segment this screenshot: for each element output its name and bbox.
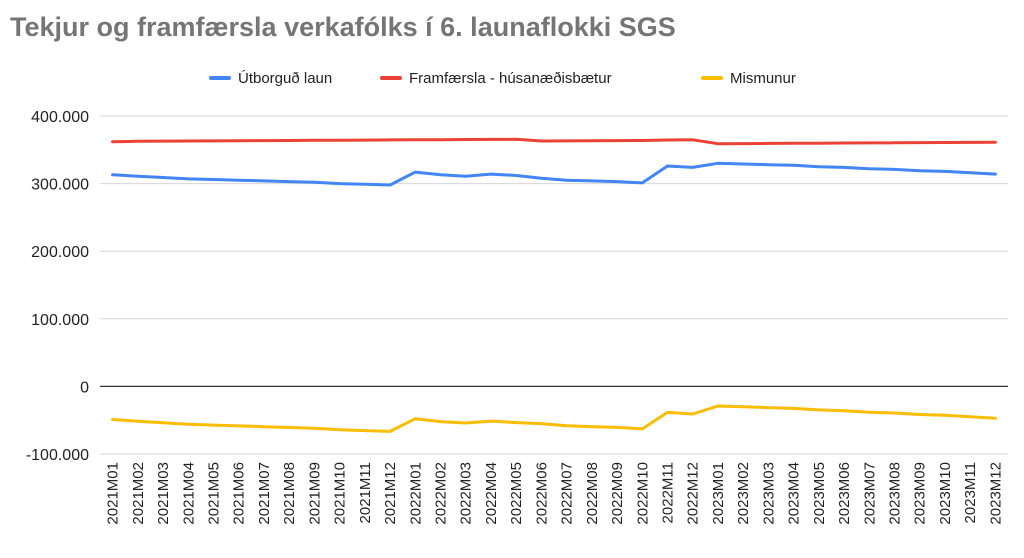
x-tick-label: 2022M09 <box>609 462 626 525</box>
y-axis-tick-labels: 400.000 300.000 200.000 100.000 0 -100.000 <box>26 109 89 464</box>
x-tick-label: 2023M04 <box>786 462 803 525</box>
x-tick-label: 2022M12 <box>685 462 702 525</box>
x-tick-label: 2021M05 <box>206 462 223 525</box>
gridlines <box>100 115 1008 455</box>
y-tick-label: 0 <box>80 379 89 396</box>
y-tick-label: 100.000 <box>31 312 89 329</box>
y-tick-label: 400.000 <box>31 109 89 126</box>
x-tick-label: 2023M11 <box>962 462 979 523</box>
x-tick-label: 2023M01 <box>710 462 727 525</box>
x-tick-label: 2022M05 <box>508 462 525 525</box>
x-tick-label: 2022M08 <box>584 462 601 525</box>
x-tick-label: 2022M10 <box>634 462 651 525</box>
series-lines <box>111 137 997 433</box>
x-tick-label: 2021M06 <box>231 462 248 525</box>
x-tick-label: 2023M09 <box>912 462 929 525</box>
legend: Útborguð laun Framfærsla - húsanæðisbætur… <box>209 70 796 87</box>
x-tick-label: 2023M10 <box>937 462 954 525</box>
x-tick-label: 2022M03 <box>458 462 475 525</box>
y-tick-label: 200.000 <box>31 244 89 261</box>
y-tick-label: -100.000 <box>26 447 89 464</box>
series-line <box>111 137 997 146</box>
x-tick-label: 2022M07 <box>559 462 576 525</box>
x-tick-label: 2021M03 <box>155 462 172 525</box>
x-tick-label: 2023M12 <box>987 462 1004 525</box>
x-tick-label: 2021M07 <box>256 462 273 525</box>
x-tick-label: 2021M10 <box>332 462 349 525</box>
x-tick-label: 2023M08 <box>887 462 904 525</box>
legend-label: Mismunur <box>730 70 796 87</box>
x-tick-label: 2022M06 <box>533 462 550 525</box>
x-tick-label: 2022M01 <box>407 462 424 525</box>
x-tick-label: 2021M11 <box>357 462 374 523</box>
x-tick-label: 2021M02 <box>130 462 147 525</box>
series-line <box>111 404 997 433</box>
x-tick-label: 2023M06 <box>836 462 853 525</box>
x-tick-label: 2022M04 <box>483 462 500 525</box>
legend-label: Útborguð laun <box>238 70 332 87</box>
x-tick-label: 2021M08 <box>281 462 298 525</box>
chart-title: Tekjur og framfærsla verkafólks í 6. lau… <box>10 12 676 42</box>
y-tick-label: 300.000 <box>31 177 89 194</box>
series-line <box>111 161 997 187</box>
x-tick-label: 2023M03 <box>760 462 777 525</box>
x-tick-label: 2023M07 <box>861 462 878 525</box>
x-axis-tick-labels: 2021M01 2021M02 2021M03 2021M04 2021M05 2021M… <box>105 462 1005 525</box>
x-tick-label: 2021M12 <box>382 462 399 525</box>
x-tick-label: 2023M05 <box>811 462 828 525</box>
x-tick-label: 2023M02 <box>735 462 752 525</box>
x-tick-label: 2021M04 <box>180 462 197 525</box>
x-tick-label: 2021M01 <box>105 462 122 525</box>
x-tick-label: 2022M11 <box>660 462 677 523</box>
legend-label: Framfærsla - húsanæðisbætur <box>409 70 612 87</box>
x-tick-label: 2022M02 <box>433 462 450 525</box>
x-tick-label: 2021M09 <box>306 462 323 525</box>
